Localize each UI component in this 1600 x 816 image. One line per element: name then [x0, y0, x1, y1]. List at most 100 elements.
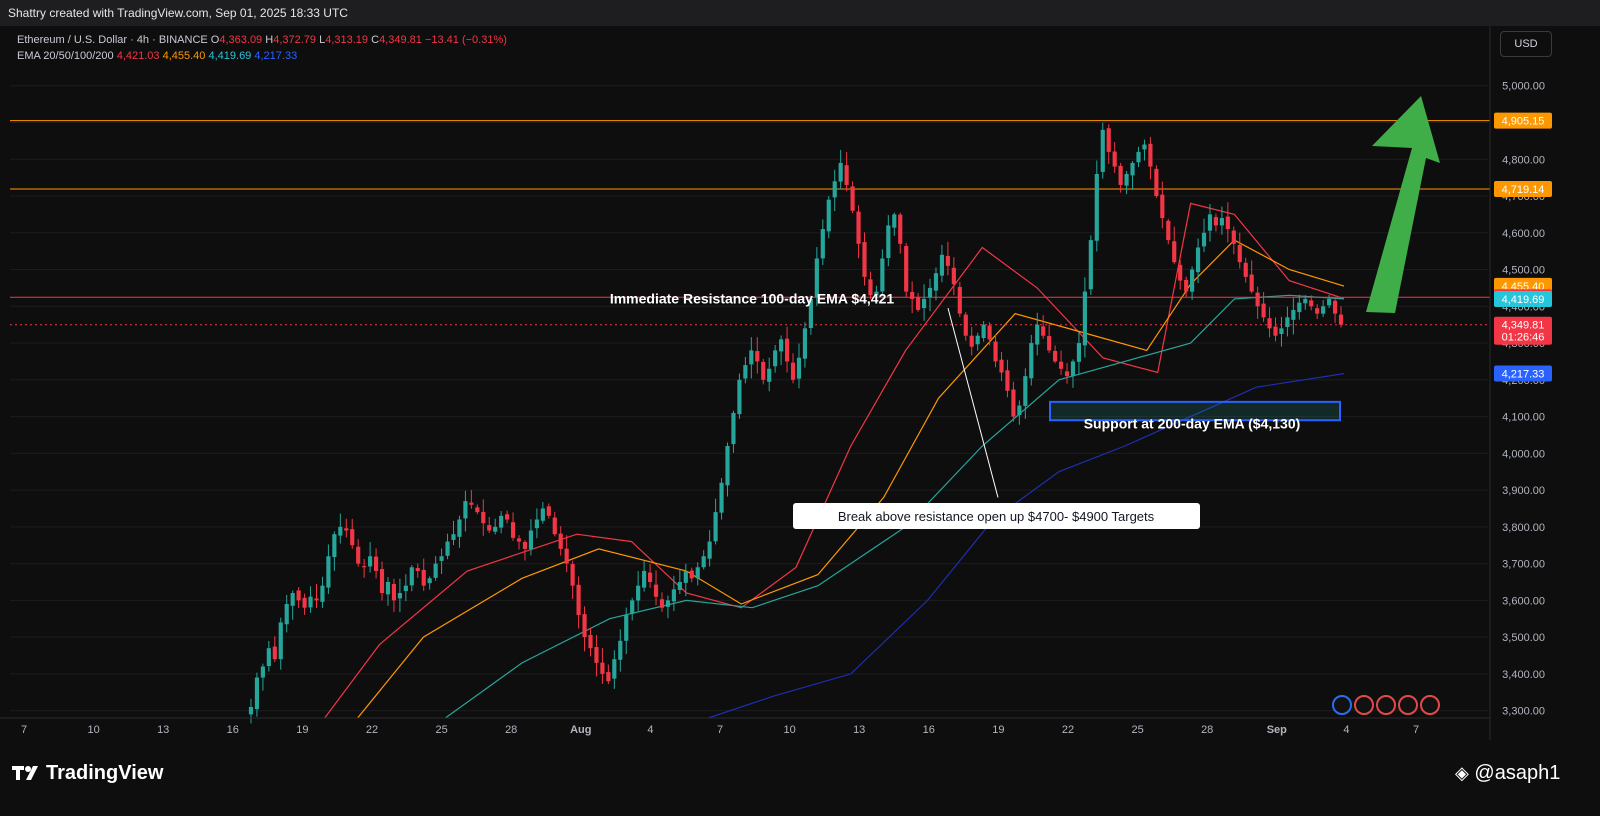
close-value: 4,349.81	[379, 34, 422, 46]
x-tick-label: 22	[366, 724, 378, 736]
candle-body	[1184, 279, 1189, 292]
candle-body	[1207, 214, 1213, 231]
candle-body	[1315, 308, 1320, 314]
candle-body	[564, 548, 569, 564]
candle-body	[260, 666, 265, 678]
candle-body	[1112, 151, 1117, 167]
candle-body	[689, 570, 694, 579]
candle-body	[1291, 309, 1296, 320]
candle-body	[910, 291, 915, 299]
x-tick-label: 4	[1343, 724, 1349, 736]
x-tick-label: 19	[296, 724, 308, 736]
candle-body	[874, 291, 879, 296]
candle-body	[1273, 326, 1278, 336]
x-tick-label: 28	[1201, 724, 1213, 736]
author-watermark: ◈ @asaph1	[1455, 762, 1560, 785]
candle-body	[1064, 371, 1070, 377]
candle-body	[1285, 317, 1290, 327]
candle-body	[391, 584, 397, 601]
candle-body	[1094, 173, 1099, 241]
callout-box	[793, 503, 1200, 529]
candle-body	[439, 556, 444, 561]
annotations: Immediate Resistance 100-day EMA $4,421 S…	[610, 96, 1440, 715]
countdown-label: 01:26:46	[1502, 332, 1545, 344]
candle-body	[1053, 350, 1058, 362]
price-tag-label: 4,419.69	[1502, 294, 1545, 306]
candle-body	[999, 359, 1004, 373]
candle-body	[1338, 314, 1344, 325]
open-label: O	[210, 34, 220, 46]
x-tick-label: 7	[1413, 724, 1419, 736]
x-tick-label: 25	[435, 724, 447, 736]
candle-body	[683, 570, 688, 583]
candle-body	[248, 706, 254, 715]
candle-body	[278, 622, 283, 660]
candle-body	[933, 273, 939, 291]
candle-body	[1249, 274, 1254, 292]
time-axis: 7 10 13 16 19 22 25 28 Aug 4 7 10 13 16 19 22 25 28 Sep 4 7	[0, 717, 1490, 736]
ema-line-ema20	[324, 202, 1345, 719]
candle-body	[1267, 318, 1272, 329]
candle-body	[505, 514, 510, 520]
candle-body	[636, 585, 641, 601]
candle-body	[647, 572, 653, 582]
candle-body	[927, 287, 933, 298]
candle-body	[528, 530, 534, 550]
candle-body	[1297, 302, 1302, 313]
candle-body	[344, 528, 349, 531]
candle-body	[1142, 144, 1147, 150]
high-label: H	[265, 34, 274, 46]
y-tick-label: 3,400.00	[1502, 669, 1545, 681]
x-tick-label: Sep	[1267, 724, 1287, 736]
candle-body	[308, 596, 313, 608]
candle-body	[612, 659, 617, 679]
ohlc-legend: Ethereum / U.S. Dollar · 4h · BINANCE O4…	[17, 34, 507, 46]
candle-body	[731, 412, 736, 445]
candle-body	[1136, 151, 1141, 163]
candle-body	[1023, 376, 1028, 406]
candle-body	[1154, 168, 1159, 197]
candle-body	[749, 350, 754, 365]
candle-body	[493, 526, 498, 532]
symbol-label: Ethereum / U.S. Dollar · 4h · BINANCE	[17, 34, 208, 46]
candle-body	[457, 519, 462, 537]
open-value: 4,363.09	[219, 34, 263, 46]
price-chart[interactable]: Immediate Resistance 100-day EMA $4,421 S…	[0, 26, 1600, 816]
x-tick-label: 22	[1062, 724, 1074, 736]
support-label: Support at 200-day EMA ($4,130)	[1084, 415, 1301, 431]
event-flag-icon	[1420, 695, 1440, 715]
y-tick-label: 4,500.00	[1502, 265, 1545, 277]
candle-body	[975, 335, 980, 345]
candle-body	[1148, 143, 1153, 167]
candle-body	[1213, 217, 1219, 226]
callout-connector	[947, 308, 999, 498]
x-tick-label: Aug	[570, 724, 591, 736]
candle-body	[826, 199, 831, 232]
candle-body	[642, 570, 647, 588]
candle-body	[713, 512, 718, 542]
watermark-text: @asaph1	[1474, 762, 1561, 784]
chart-area[interactable]: Immediate Resistance 100-day EMA $4,421 S…	[0, 26, 1600, 816]
candle-body	[481, 511, 486, 524]
candle-body	[1178, 264, 1183, 281]
ema-line-ema50	[357, 239, 1345, 719]
currency-button[interactable]: USD	[1500, 31, 1552, 57]
candle-body	[755, 351, 760, 362]
candle-body	[326, 556, 331, 588]
candle-body	[725, 445, 730, 486]
candle-body	[1076, 343, 1082, 362]
y-tick-label: 3,700.00	[1502, 559, 1545, 571]
candle-body	[1172, 241, 1177, 263]
candle-body	[594, 647, 599, 663]
price-tag-label: 4,217.33	[1502, 368, 1545, 380]
candle-body	[1309, 300, 1314, 307]
candle-body	[570, 564, 575, 586]
candle-body	[921, 298, 927, 309]
candle-body	[290, 593, 295, 606]
candle-body	[1225, 216, 1230, 230]
candle-body	[338, 526, 343, 536]
chart-header: Shattry created with TradingView.com, Se…	[0, 0, 1600, 26]
candle-body	[606, 672, 611, 682]
candle-body	[671, 589, 676, 602]
watermark-icon: ◈	[1455, 763, 1469, 783]
